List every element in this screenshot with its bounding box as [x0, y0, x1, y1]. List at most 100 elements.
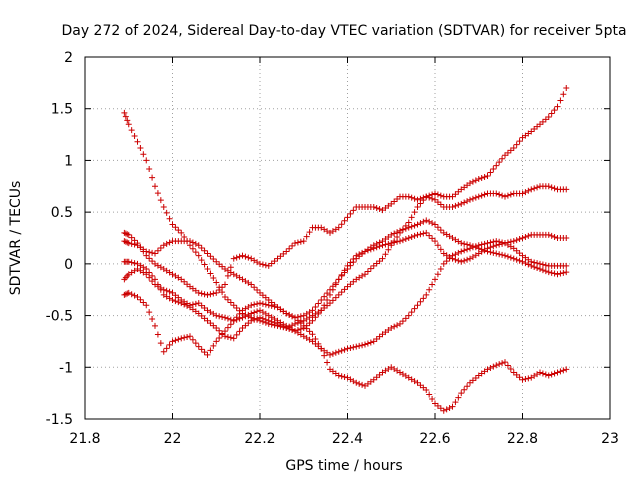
- track-5-point: [522, 260, 529, 267]
- track-6-point: [449, 255, 456, 262]
- track-6-point: [338, 271, 345, 278]
- track-4-point: [522, 376, 529, 383]
- track-3-point: [262, 316, 269, 323]
- track-6-point: [519, 235, 526, 241]
- track-3-point: [388, 324, 395, 331]
- track-2-point: [504, 192, 511, 199]
- track-5-point: [464, 241, 471, 248]
- track-1-point: [224, 296, 231, 303]
- track-6-point: [487, 244, 494, 251]
- track-4-point: [548, 371, 555, 378]
- track-3-point: [327, 351, 333, 358]
- track-5-point: [309, 307, 316, 314]
- track-6-point: [464, 256, 471, 263]
- track-4-point: [121, 291, 128, 298]
- y-axis-label: SDTVAR / TECUs: [8, 181, 24, 296]
- track-5-point: [163, 240, 170, 247]
- track-6-point: [522, 233, 529, 240]
- track-6-point: [455, 257, 462, 264]
- track-5-point: [434, 224, 441, 231]
- track-1-point: [490, 166, 497, 173]
- track-4-point: [499, 360, 506, 367]
- track-4-point: [496, 361, 503, 368]
- x-axis-ticks: 21.8 22 22.2 22.4 22.6 22.8 23: [69, 57, 619, 447]
- track-5-point: [192, 240, 199, 247]
- track-4-point: [554, 369, 561, 376]
- track-6-point: [545, 231, 552, 238]
- track-5-point: [490, 249, 497, 256]
- track-4-point: [248, 302, 255, 309]
- track-4-point: [464, 383, 471, 390]
- track-3-point: [440, 260, 447, 267]
- track-2-point: [303, 233, 310, 240]
- track-5-point: [469, 243, 476, 250]
- track-5-point: [143, 248, 150, 255]
- track-3-point: [359, 342, 366, 349]
- track-6-point: [163, 287, 170, 294]
- track-3-point: [481, 240, 488, 247]
- track-5-point: [122, 238, 129, 245]
- track-1-point: [125, 121, 132, 128]
- track-5-point: [426, 218, 433, 225]
- track-5-point: [207, 253, 214, 260]
- track-6-point: [356, 251, 363, 258]
- track-6-point: [245, 311, 252, 318]
- track-6-point: [251, 309, 258, 316]
- track-2-point: [124, 231, 131, 238]
- track-4-point: [122, 291, 129, 298]
- chart-title: Day 272 of 2024, Sidereal Day-to-day VTE…: [61, 23, 626, 39]
- track-1-point: [469, 178, 476, 185]
- track-3-point: [125, 258, 132, 265]
- track-3-point: [257, 314, 263, 321]
- track-4-point: [172, 337, 179, 344]
- track-5-point: [251, 284, 258, 291]
- track-2-point: [467, 196, 473, 203]
- track-4-point: [458, 390, 465, 397]
- track-1-point: [233, 304, 240, 311]
- track-5-point: [312, 303, 319, 310]
- track-5-point: [166, 239, 173, 246]
- track-1-point: [432, 190, 438, 197]
- track-3-point: [452, 251, 459, 258]
- track-6-point: [461, 257, 468, 264]
- track-5-point: [513, 256, 520, 263]
- track-2-point: [350, 207, 357, 214]
- track-1-point: [178, 229, 185, 236]
- track-4-point: [504, 362, 511, 369]
- track-2-point: [289, 242, 296, 249]
- track-1-point: [513, 141, 520, 148]
- track-4-point: [507, 366, 514, 373]
- track-1-point: [175, 227, 182, 234]
- track-5-point: [432, 221, 438, 228]
- track-5-point: [204, 250, 211, 257]
- track-3-point: [411, 305, 418, 312]
- track-5-point: [146, 249, 153, 256]
- track-6-point: [364, 247, 371, 254]
- track-1-point: [121, 109, 128, 116]
- track-1-point: [292, 320, 298, 327]
- track-4-point: [149, 316, 156, 323]
- track-4-point: [452, 399, 459, 406]
- track-6-point: [143, 271, 150, 278]
- track-3-point: [259, 315, 266, 322]
- track-2-point: [507, 191, 514, 198]
- track-5-point: [461, 240, 468, 247]
- track-3-point: [563, 262, 570, 269]
- track-6-point: [187, 302, 193, 309]
- grid-lines: [85, 57, 610, 419]
- track-6-point: [297, 326, 304, 333]
- track-5-point: [539, 267, 546, 274]
- y-axis-ticks: 2 1.5 1 0.5 0 -0.5 -1 -1.5: [46, 50, 610, 428]
- track-5-point: [315, 300, 322, 307]
- track-5-point: [519, 258, 526, 265]
- track-5-point: [286, 311, 293, 318]
- track-1-point: [475, 176, 482, 183]
- track-1-point: [478, 175, 485, 182]
- track-3-point: [423, 291, 430, 298]
- track-5-point: [417, 220, 424, 227]
- track-4-point: [551, 370, 558, 377]
- track-1-point: [169, 221, 176, 228]
- track-1-point: [137, 145, 144, 152]
- track-2-point: [146, 255, 153, 262]
- track-2-point: [216, 287, 223, 294]
